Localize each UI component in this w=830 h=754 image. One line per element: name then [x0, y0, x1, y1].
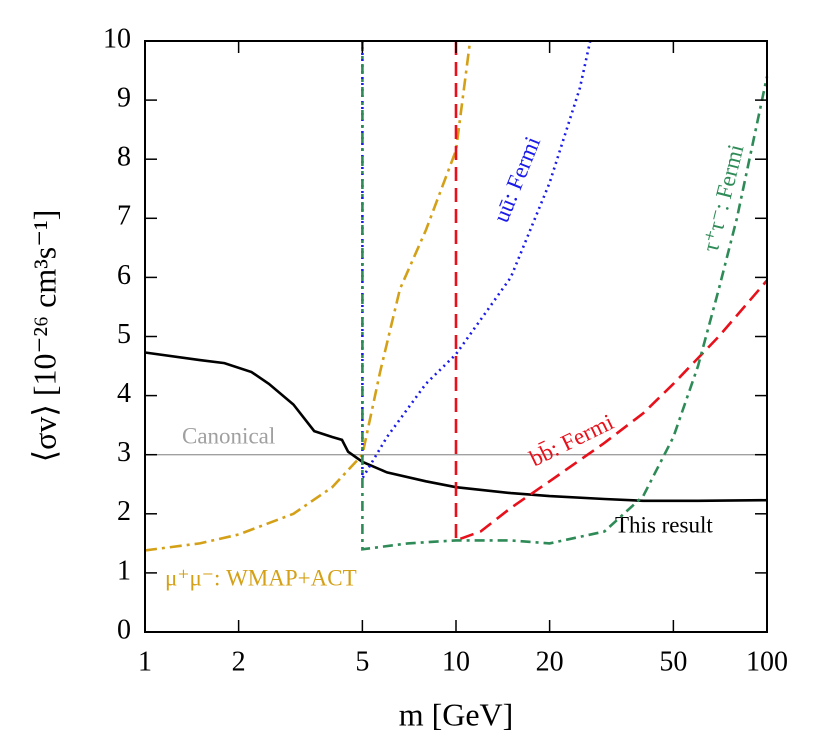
x-tick-label: 2	[232, 646, 246, 677]
y-tick-label: 2	[117, 496, 131, 527]
series-label: This result	[615, 512, 713, 537]
series-line	[361, 40, 592, 484]
series-label: Canonical	[182, 423, 275, 448]
y-tick-label: 5	[117, 319, 131, 350]
series-label: uū: Fermi	[488, 133, 545, 226]
y-tick-label: 3	[117, 437, 131, 468]
y-axis-label: ⟨σv⟩ [10⁻²⁶ cm³s⁻¹]	[26, 210, 62, 463]
y-tick-label: 8	[117, 142, 131, 173]
x-tick-label: 100	[746, 646, 788, 677]
x-tick-label: 5	[355, 646, 369, 677]
series-line	[144, 40, 472, 552]
y-tick-label: 0	[117, 614, 131, 645]
y-tick-label: 7	[117, 201, 131, 232]
y-tick-label: 1	[117, 555, 131, 586]
series-label: μ⁺μ⁻: WMAP+ACT	[165, 565, 357, 590]
series-line	[144, 351, 768, 503]
x-tick-label: 20	[536, 646, 564, 677]
y-tick-label: 9	[117, 83, 131, 114]
y-tick-label: 4	[117, 378, 131, 409]
x-tick-label: 50	[659, 646, 687, 677]
series-label: bb̄: Fermi	[525, 409, 617, 471]
x-axis-label: m [GeV]	[399, 696, 514, 732]
series-line	[361, 41, 769, 551]
y-tick-label: 10	[103, 23, 131, 54]
x-tick-label: 10	[442, 646, 470, 677]
series-line	[454, 41, 768, 543]
y-tick-label: 6	[117, 260, 131, 291]
x-tick-label: 1	[138, 646, 152, 677]
